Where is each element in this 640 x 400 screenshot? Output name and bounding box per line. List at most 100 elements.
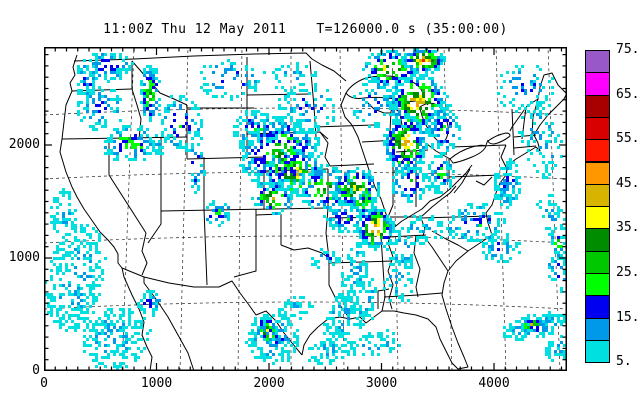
precip-cell (377, 209, 380, 212)
precip-cell (284, 158, 287, 161)
precip-cell (269, 161, 272, 164)
precip-cell (392, 86, 395, 89)
precip-cell (98, 236, 101, 239)
precip-cell (149, 143, 152, 146)
precip-cell (422, 152, 425, 155)
precip-cell (365, 242, 368, 245)
precip-cell (344, 188, 347, 191)
precip-cell (92, 86, 95, 89)
precip-cell (341, 212, 344, 215)
precip-cell (71, 263, 74, 266)
precip-cell (563, 314, 566, 317)
precip-cell (317, 260, 320, 263)
precip-cell (431, 50, 434, 53)
precip-cell (446, 179, 449, 182)
precip-cell (482, 203, 485, 206)
precip-cell (263, 359, 266, 362)
precip-cell (530, 80, 533, 83)
precip-cell (278, 119, 281, 122)
precip-cell (443, 152, 446, 155)
precip-cell (326, 218, 329, 221)
precip-cell (296, 137, 299, 140)
graticule-line (44, 301, 567, 310)
precip-cell (386, 104, 389, 107)
precip-cell (422, 77, 425, 80)
precip-cell (206, 218, 209, 221)
precip-cell (404, 266, 407, 269)
precip-cell (146, 152, 149, 155)
precip-cell (320, 341, 323, 344)
precip-cell (410, 65, 413, 68)
precip-cell (278, 149, 281, 152)
precip-cell (71, 299, 74, 302)
precip-cell (128, 323, 131, 326)
precip-cell (203, 170, 206, 173)
precip-cell (536, 203, 539, 206)
precip-cell (299, 182, 302, 185)
precip-cell (107, 80, 110, 83)
precip-cell (137, 356, 140, 359)
precip-cell (422, 224, 425, 227)
precip-cell (95, 329, 98, 332)
precip-cell (401, 95, 404, 98)
precip-cell (503, 188, 506, 191)
precip-cell (422, 98, 425, 101)
precip-cell (527, 326, 530, 329)
precip-cell (359, 320, 362, 323)
precip-cell (458, 215, 461, 218)
precip-cell (257, 149, 260, 152)
precip-cell (248, 161, 251, 164)
precip-cell (338, 197, 341, 200)
precip-cell (257, 203, 260, 206)
precip-cell (389, 53, 392, 56)
precip-cell (407, 125, 410, 128)
precip-cell (434, 188, 437, 191)
precip-cell (353, 206, 356, 209)
precip-cell (509, 257, 512, 260)
precip-cell (161, 122, 164, 125)
precip-cell (263, 122, 266, 125)
precip-cell (422, 191, 425, 194)
precip-cell (413, 119, 416, 122)
precip-cell (227, 59, 230, 62)
precip-cell (284, 326, 287, 329)
precip-cell (425, 59, 428, 62)
precip-cell (407, 176, 410, 179)
precip-cell (260, 350, 263, 353)
precip-cell (443, 101, 446, 104)
precip-cell (350, 203, 353, 206)
precip-cell (269, 341, 272, 344)
precip-cell (71, 302, 74, 305)
precip-cell (398, 98, 401, 101)
precip-cell (143, 296, 146, 299)
precip-cell (545, 326, 548, 329)
precip-cell (461, 233, 464, 236)
precip-cell (131, 62, 134, 65)
precip-cell (308, 194, 311, 197)
precip-cell (365, 227, 368, 230)
precip-cell (440, 224, 443, 227)
precip-cell (401, 167, 404, 170)
precip-cell (341, 296, 344, 299)
precip-cell (389, 221, 392, 224)
precip-cell (248, 344, 251, 347)
precip-cell (263, 167, 266, 170)
precip-cell (395, 122, 398, 125)
precip-cell (119, 353, 122, 356)
precip-cell (140, 125, 143, 128)
precip-cell (362, 230, 365, 233)
precip-cell (56, 212, 59, 215)
precip-cell (362, 284, 365, 287)
precip-cell (371, 80, 374, 83)
precip-cell (95, 332, 98, 335)
precip-cell (347, 194, 350, 197)
precip-cell (425, 146, 428, 149)
precip-cell (398, 230, 401, 233)
precip-cell (197, 107, 200, 110)
precip-cell (77, 110, 80, 113)
precip-cell (287, 206, 290, 209)
precip-cell (68, 314, 71, 317)
precip-cell (386, 134, 389, 137)
precip-cell (431, 215, 434, 218)
precip-cell (365, 218, 368, 221)
